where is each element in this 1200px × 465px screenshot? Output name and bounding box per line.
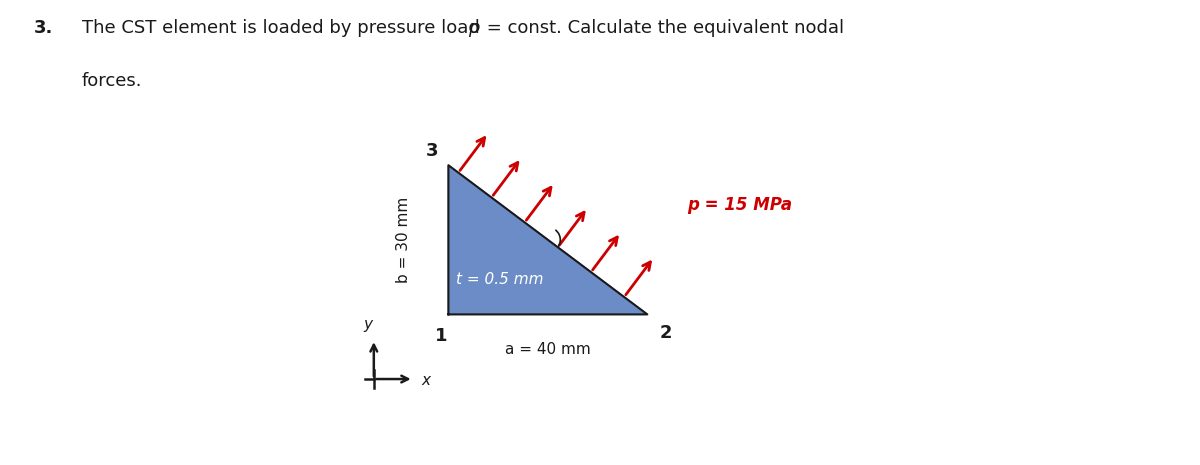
Text: 3.: 3.	[34, 19, 53, 37]
Text: p: p	[468, 19, 479, 37]
Polygon shape	[449, 165, 647, 314]
Text: The CST element is loaded by pressure load: The CST element is loaded by pressure lo…	[82, 19, 485, 37]
Text: b = 30 mm: b = 30 mm	[396, 197, 412, 283]
Text: forces.: forces.	[82, 72, 142, 90]
Text: p = 15 MPa: p = 15 MPa	[688, 196, 792, 214]
Text: y: y	[364, 317, 372, 332]
Text: = const. Calculate the equivalent nodal: = const. Calculate the equivalent nodal	[481, 19, 845, 37]
Text: 1: 1	[434, 327, 448, 345]
Text: x: x	[421, 373, 430, 388]
Text: 3: 3	[426, 142, 438, 160]
Text: a = 40 mm: a = 40 mm	[505, 342, 590, 357]
Text: 2: 2	[660, 325, 672, 342]
Text: t = 0.5 mm: t = 0.5 mm	[456, 272, 544, 287]
